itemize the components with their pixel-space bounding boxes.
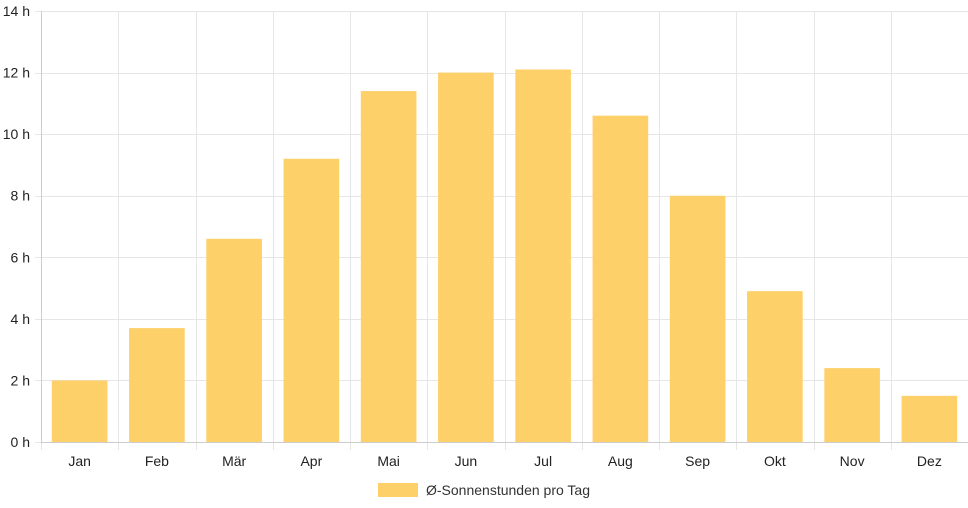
- y-tick-label: 8 h: [11, 188, 30, 204]
- y-tick-label: 2 h: [11, 372, 30, 388]
- x-tick-label: Sep: [685, 453, 710, 469]
- y-tick-label: 0 h: [11, 434, 30, 450]
- x-tick-label: Aug: [608, 453, 633, 469]
- bars: [51, 69, 958, 443]
- x-tick-label: Dez: [917, 453, 942, 469]
- bar-aug[interactable]: [592, 115, 649, 443]
- bar-dez[interactable]: [901, 395, 958, 442]
- x-tick-label: Apr: [300, 453, 322, 469]
- legend[interactable]: Ø-Sonnenstunden pro Tag: [378, 482, 590, 498]
- y-tick-label: 14 h: [3, 3, 30, 19]
- bar-mär[interactable]: [206, 238, 262, 442]
- bar-okt[interactable]: [747, 291, 803, 442]
- y-tick-label: 4 h: [11, 311, 30, 327]
- x-tick-label: Nov: [840, 453, 865, 469]
- y-tick-label: 12 h: [3, 65, 30, 81]
- legend-swatch[interactable]: [378, 483, 418, 497]
- axes: [41, 11, 968, 443]
- bar-feb[interactable]: [129, 328, 185, 442]
- y-tick-label: 10 h: [3, 126, 30, 142]
- bar-jun[interactable]: [438, 72, 494, 443]
- bar-jan[interactable]: [51, 380, 108, 442]
- x-tick-label: Jul: [534, 453, 552, 469]
- x-tick-label: Mär: [222, 453, 246, 469]
- bar-nov[interactable]: [824, 368, 880, 442]
- bar-apr[interactable]: [283, 158, 340, 442]
- x-tick-label: Jan: [68, 453, 91, 469]
- x-tick-label: Okt: [764, 453, 786, 469]
- x-tick-label: Jun: [455, 453, 478, 469]
- x-tick-label: Mai: [377, 453, 400, 469]
- y-tick-label: 6 h: [11, 249, 30, 265]
- bar-sep[interactable]: [669, 195, 726, 442]
- bar-mai[interactable]: [360, 91, 417, 443]
- legend-label[interactable]: Ø-Sonnenstunden pro Tag: [426, 482, 590, 498]
- bar-jul[interactable]: [515, 69, 571, 442]
- y-tick-labels: 0 h 2 h 4 h 6 h 8 h 10 h 12 h 14 h: [3, 3, 30, 450]
- grid-lines: [35, 11, 968, 450]
- x-tick-label: Feb: [145, 453, 169, 469]
- x-tick-labels: Jan Feb Mär Apr Mai Jun Jul Aug Sep Okt Nov Dez: [68, 453, 941, 469]
